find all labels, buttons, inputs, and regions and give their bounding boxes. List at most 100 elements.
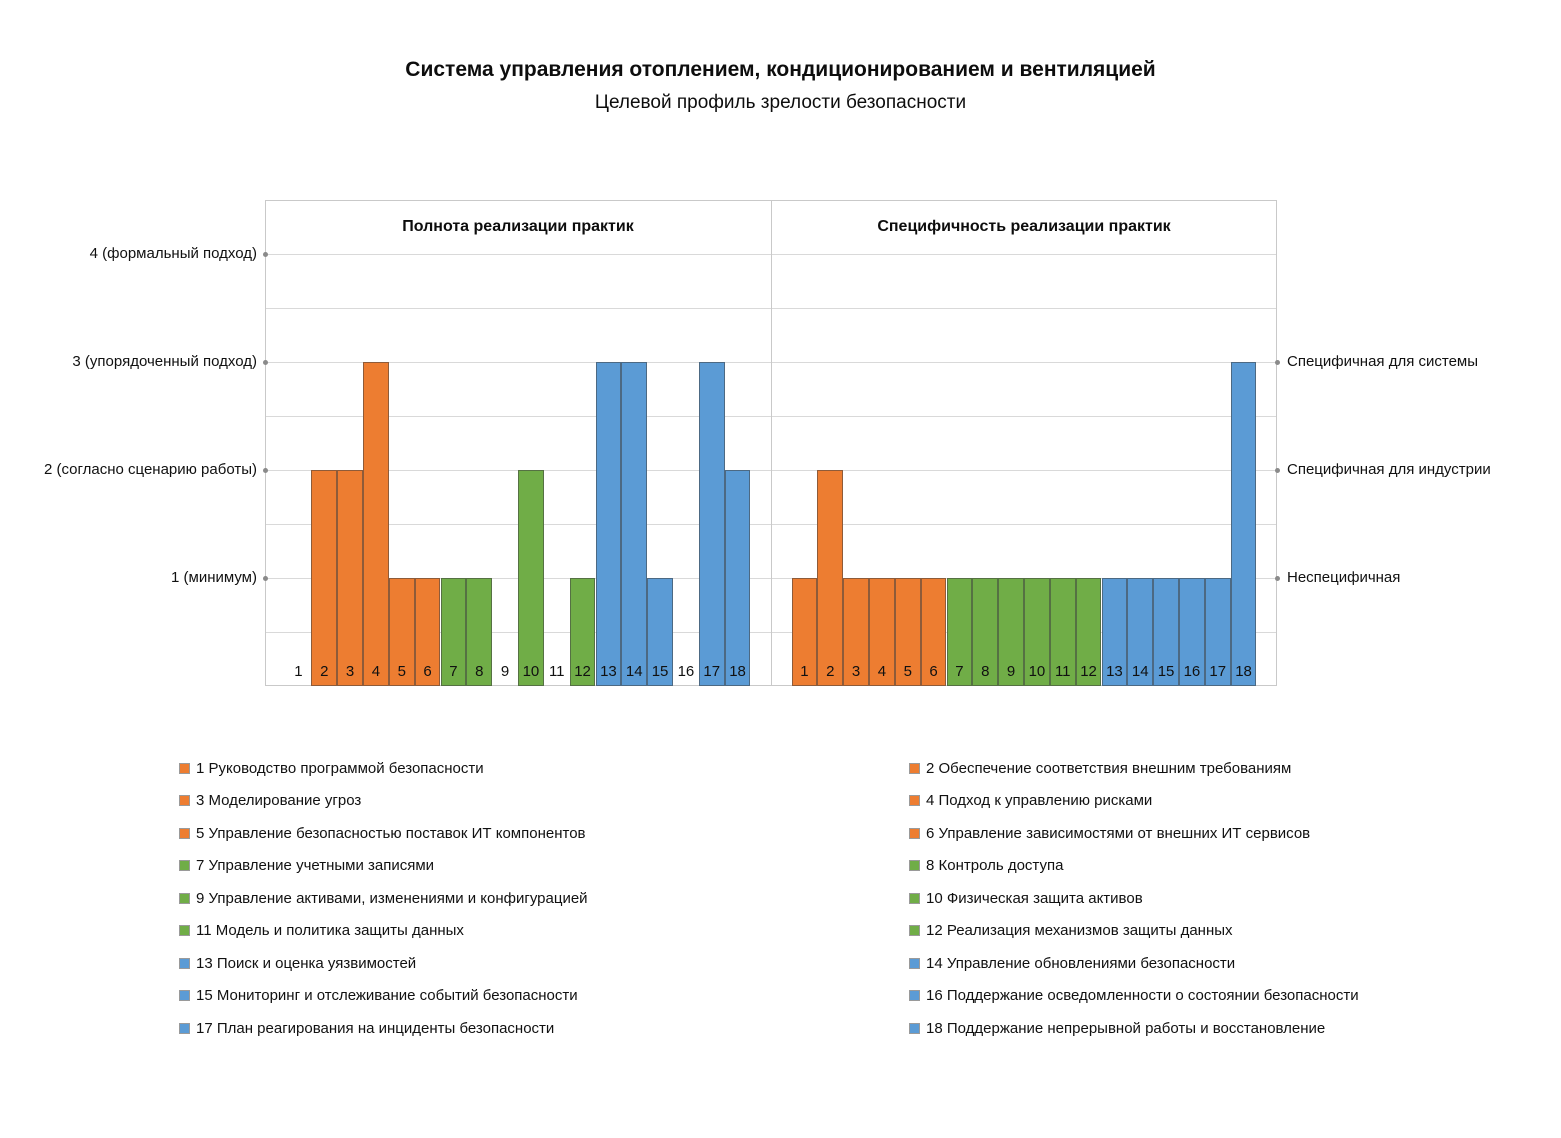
legend-label: 16 Поддержание осведомленности о состоян…	[926, 987, 1359, 1004]
category-label: 14	[1131, 663, 1149, 680]
category-label: 17	[703, 663, 721, 680]
legend-swatch	[179, 892, 190, 904]
panel-divider	[771, 200, 772, 686]
legend-swatch	[909, 925, 920, 936]
category-label: 9	[1006, 663, 1016, 680]
category-label: 3	[345, 663, 355, 680]
legend-label: 7 Управление учетными записями	[196, 857, 435, 874]
category-label: 2	[826, 663, 835, 680]
category-label: 13	[1106, 663, 1123, 680]
category-label: 13	[600, 663, 617, 680]
legend-swatch	[179, 860, 190, 871]
legend-label: 14 Управление обновлениями безопасности	[926, 954, 1236, 972]
y-axis-tick-dot	[1275, 576, 1280, 581]
legend-item-6: 6 Управление зависимостями от внешних ИТ…	[909, 822, 1310, 844]
y-axis-tick-dot	[263, 576, 268, 581]
bar-panel1-cat18	[724, 470, 751, 686]
legend-item-1: 1 Руководство программой безопасности	[179, 757, 484, 779]
bar-panel2-cat11	[1049, 578, 1076, 686]
y-axis-label-left: 3 (упорядоченный подход)	[72, 353, 257, 370]
bar-panel2-cat7	[946, 578, 973, 686]
category-label: 4	[877, 663, 887, 680]
category-label: 7	[955, 663, 964, 680]
legend-label: 11 Модель и политика защиты данных	[196, 922, 464, 939]
bar-panel2-cat6	[920, 578, 947, 686]
bar-panel2-cat9	[998, 578, 1024, 686]
category-label: 11	[1054, 663, 1071, 680]
y-axis-tick-dot	[263, 252, 268, 257]
category-label: 18	[729, 663, 746, 680]
bar-panel1-cat14	[621, 362, 648, 686]
legend-item-7: 7 Управление учетными записями	[179, 855, 434, 877]
bar-panel2-cat15	[1153, 578, 1179, 686]
category-label: 18	[1235, 663, 1252, 680]
legend-swatch	[909, 860, 920, 871]
y-axis-label-right: Специфичная для системы	[1287, 353, 1479, 370]
legend-swatch	[909, 1022, 920, 1034]
category-label: 16	[677, 663, 695, 680]
y-axis-tick-dot	[263, 468, 268, 473]
category-label: 6	[423, 663, 432, 680]
legend-label: 3 Моделирование угроз	[196, 792, 362, 809]
bar-panel2-cat5	[894, 578, 921, 686]
category-label: 16	[1183, 663, 1201, 680]
y-axis-tick-dot	[1275, 468, 1280, 473]
bar-panel1-cat4	[363, 362, 389, 686]
category-label: 8	[981, 663, 990, 680]
bar-panel1-cat12	[569, 578, 596, 686]
legend-swatch	[909, 827, 920, 839]
bar-panel1-cat5	[388, 578, 415, 686]
category-label: 3	[851, 663, 861, 680]
bar-panel1-cat10	[518, 470, 544, 686]
legend-swatch	[909, 762, 920, 774]
bar-panel1-cat2	[311, 470, 338, 686]
legend-item-11: 11 Модель и политика защиты данных	[179, 920, 464, 942]
bar-panel1-cat7	[440, 578, 467, 686]
legend-label: 4 Подход к управлению рисками	[926, 792, 1153, 809]
legend-label: 10 Физическая защита активов	[926, 889, 1143, 907]
legend-label: 12 Реализация механизмов защиты данных	[926, 922, 1233, 939]
legend-swatch	[909, 957, 920, 969]
legend-swatch	[179, 827, 190, 839]
panel-header-1: Полнота реализации практик	[402, 218, 634, 235]
category-label: 2	[320, 663, 329, 680]
legend-item-14: 14 Управление обновлениями безопасности	[909, 952, 1235, 974]
legend-item-18: 18 Поддержание непрерывной работы и восс…	[909, 1017, 1325, 1039]
category-label: 8	[475, 663, 484, 680]
bar-panel1-cat3	[337, 470, 363, 686]
legend-label: 18 Поддержание непрерывной работы и восс…	[926, 1019, 1326, 1037]
category-label: 10	[1028, 663, 1046, 680]
legend-swatch	[909, 795, 920, 806]
bar-panel2-cat1	[791, 578, 818, 686]
legend-swatch	[179, 925, 190, 936]
chart-subtitle: Целевой профиль зрелости безопасности	[594, 92, 967, 113]
bar-panel2-cat3	[843, 578, 869, 686]
legend-item-13: 13 Поиск и оценка уязвимостей	[179, 952, 416, 974]
category-label: 6	[929, 663, 938, 680]
bar-panel2-cat10	[1024, 578, 1050, 686]
legend-label: 17 План реагирования на инциденты безопа…	[196, 1019, 555, 1037]
legend-swatch	[909, 892, 920, 904]
y-axis-label-right: Специфичная для индустрии	[1287, 461, 1491, 478]
legend-swatch	[179, 1022, 190, 1034]
legend-item-12: 12 Реализация механизмов защиты данных	[909, 920, 1233, 942]
legend-item-10: 10 Физическая защита активов	[909, 887, 1143, 909]
legend-item-4: 4 Подход к управлению рисками	[909, 790, 1152, 812]
legend-item-2: 2 Обеспечение соответствия внешним требо…	[909, 757, 1291, 779]
legend-item-5: 5 Управление безопасностью поставок ИТ к…	[179, 822, 586, 844]
legend-swatch	[179, 957, 190, 969]
category-label: 1	[800, 663, 809, 680]
bar-panel2-cat4	[869, 578, 895, 686]
category-label: 14	[625, 663, 643, 680]
legend-item-9: 9 Управление активами, изменениями и кон…	[179, 887, 588, 909]
y-axis-label-right: Неспецифичная	[1287, 569, 1401, 586]
bar-panel1-cat8	[466, 578, 493, 686]
legend-item-16: 16 Поддержание осведомленности о состоян…	[909, 985, 1359, 1007]
category-label: 11	[548, 663, 565, 680]
bar-panel2-cat13	[1101, 578, 1128, 686]
category-label: 15	[651, 663, 669, 680]
y-axis-label-left: 2 (согласно сценарию работы)	[43, 461, 257, 478]
legend-label: 6 Управление зависимостями от внешних ИТ…	[926, 824, 1311, 842]
